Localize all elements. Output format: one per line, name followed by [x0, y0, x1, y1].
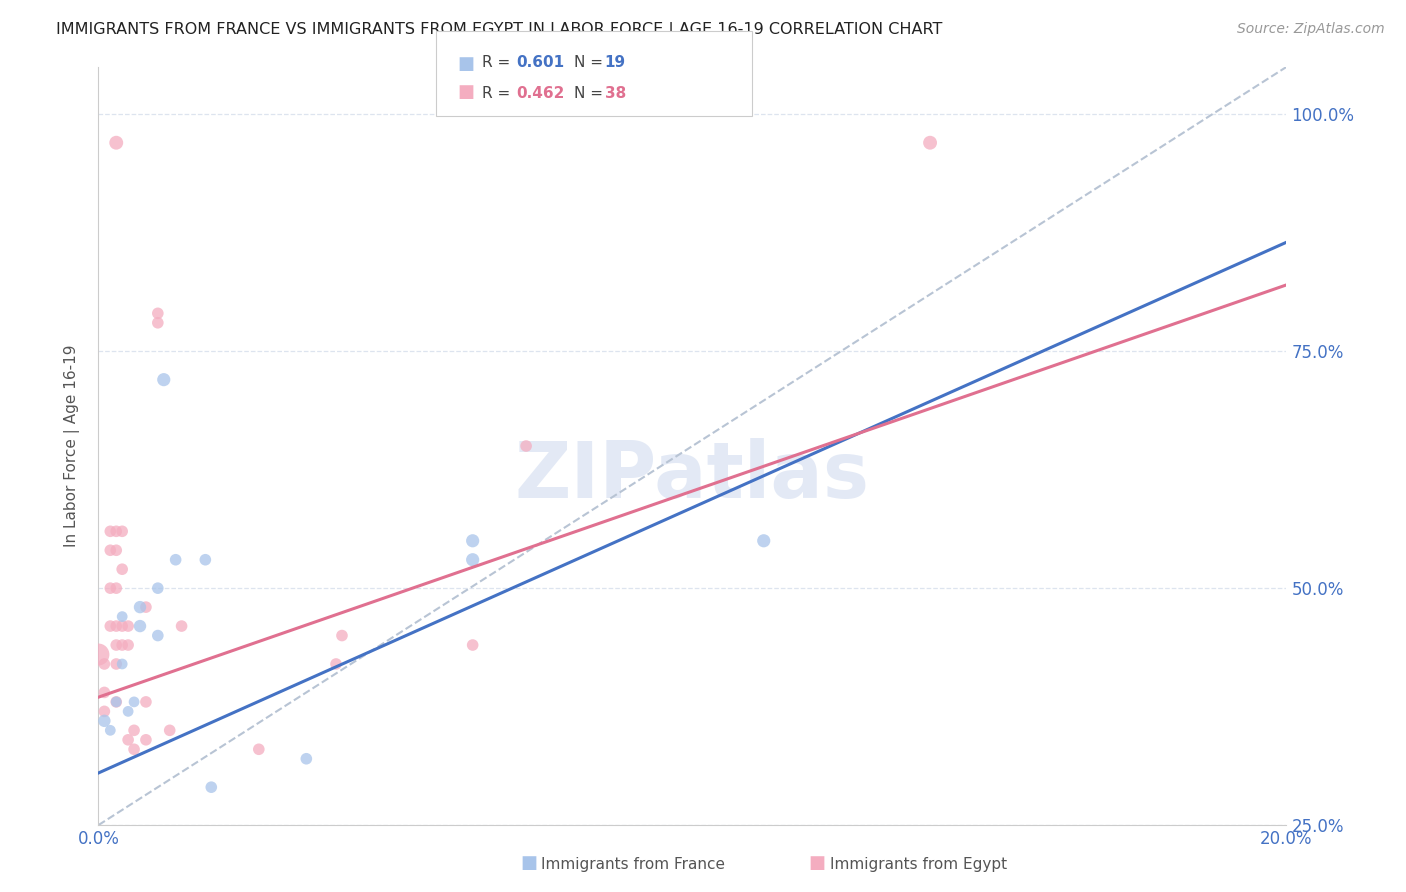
Point: [461, 638, 484, 652]
Point: [122, 695, 145, 709]
Point: [111, 524, 134, 539]
Point: [105, 638, 128, 652]
Text: 0.462: 0.462: [516, 86, 564, 101]
Point: [105, 657, 128, 671]
Point: [200, 780, 222, 795]
Point: [325, 657, 347, 671]
Point: [111, 657, 134, 671]
Point: [461, 533, 484, 548]
Y-axis label: In Labor Force | Age 16-19: In Labor Force | Age 16-19: [63, 344, 80, 548]
Point: [98, 524, 121, 539]
Point: [146, 306, 169, 320]
Text: ZIPatlas: ZIPatlas: [515, 438, 870, 515]
Point: [122, 742, 145, 756]
Point: [461, 552, 484, 567]
Point: [129, 619, 152, 633]
Point: [105, 581, 128, 595]
Point: [515, 439, 537, 453]
Text: Immigrants from Egypt: Immigrants from Egypt: [830, 857, 1007, 872]
Point: [93, 705, 115, 719]
Point: [105, 543, 128, 558]
Point: [330, 628, 353, 642]
Point: [111, 619, 134, 633]
Text: ■: ■: [520, 855, 537, 872]
Point: [111, 609, 134, 624]
Point: [93, 657, 115, 671]
Point: [152, 373, 174, 387]
Text: ■: ■: [457, 83, 474, 101]
Point: [105, 695, 128, 709]
Point: [111, 638, 134, 652]
Point: [111, 562, 134, 576]
Text: ■: ■: [808, 855, 825, 872]
Point: [87, 648, 110, 662]
Text: 0.601: 0.601: [516, 55, 564, 70]
Point: [247, 742, 270, 756]
Text: N =: N =: [574, 55, 607, 70]
Point: [146, 628, 169, 642]
Point: [135, 695, 157, 709]
Point: [194, 552, 217, 567]
Point: [129, 600, 152, 615]
Text: Immigrants from France: Immigrants from France: [541, 857, 725, 872]
Text: 38: 38: [605, 86, 626, 101]
Point: [122, 723, 145, 738]
Text: R =: R =: [482, 55, 516, 70]
Text: ■: ■: [457, 55, 474, 73]
Point: [105, 136, 128, 150]
Point: [93, 685, 115, 699]
Point: [920, 136, 942, 150]
Point: [146, 581, 169, 595]
Point: [105, 524, 128, 539]
Text: N =: N =: [574, 86, 607, 101]
Point: [295, 752, 318, 766]
Point: [98, 723, 121, 738]
Point: [117, 705, 139, 719]
Point: [105, 695, 128, 709]
Text: R =: R =: [482, 86, 516, 101]
Point: [93, 714, 115, 728]
Point: [135, 732, 157, 747]
Point: [170, 619, 193, 633]
Point: [98, 581, 121, 595]
Point: [98, 543, 121, 558]
Point: [146, 316, 169, 330]
Text: Source: ZipAtlas.com: Source: ZipAtlas.com: [1237, 22, 1385, 37]
Point: [117, 619, 139, 633]
Point: [105, 619, 128, 633]
Point: [135, 600, 157, 615]
Point: [117, 638, 139, 652]
Point: [159, 723, 181, 738]
Text: 19: 19: [605, 55, 626, 70]
Point: [117, 732, 139, 747]
Point: [98, 619, 121, 633]
Point: [752, 533, 775, 548]
Point: [165, 552, 187, 567]
Text: IMMIGRANTS FROM FRANCE VS IMMIGRANTS FROM EGYPT IN LABOR FORCE | AGE 16-19 CORRE: IMMIGRANTS FROM FRANCE VS IMMIGRANTS FRO…: [56, 22, 942, 38]
